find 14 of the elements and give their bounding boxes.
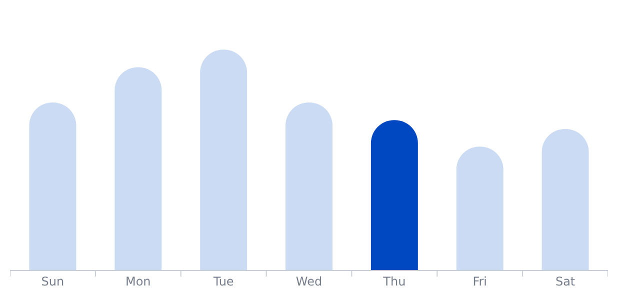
bar [114,67,162,270]
x-tick-label: Mon [125,274,151,288]
bar [542,128,589,270]
bar [200,50,248,270]
x-tick-label: Sat [555,274,576,288]
x-tick-label: Wed [296,274,322,288]
x-tick-label: Thu [382,274,406,288]
x-tick-label: Fri [472,274,488,288]
x-tick-label: Tue [212,274,234,288]
bar [286,102,332,270]
bar [29,102,76,270]
bar [370,120,418,270]
x-tick-label: Sun [41,274,64,288]
bar [456,146,504,270]
